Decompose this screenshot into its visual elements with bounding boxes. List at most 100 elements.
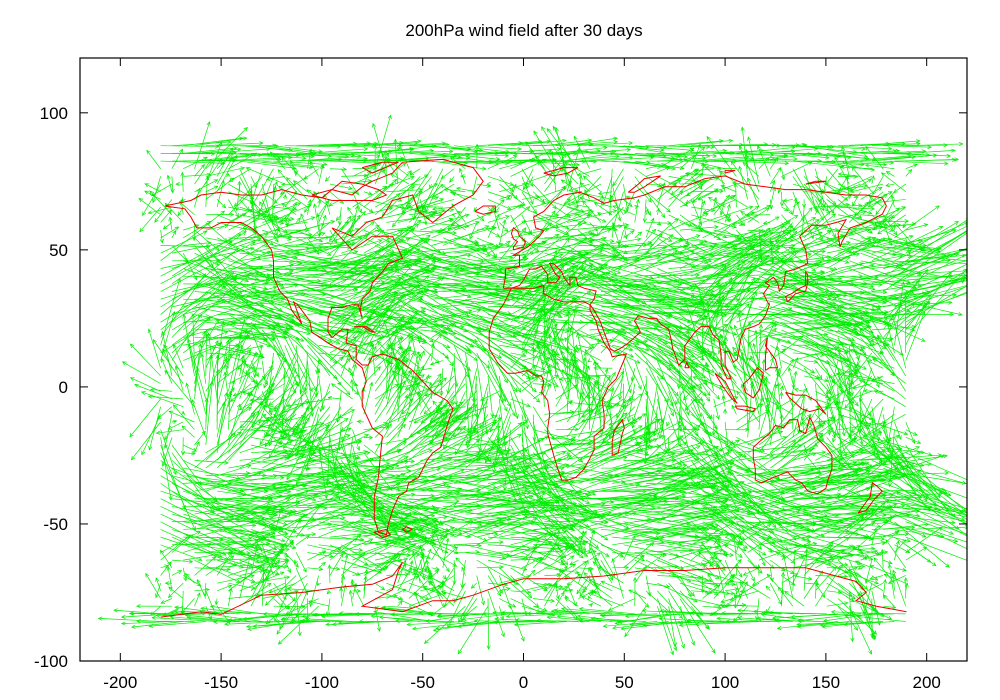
wind-vector: [600, 237, 642, 246]
wind-vector-layer: [97, 114, 967, 656]
wind-vector: [747, 268, 830, 292]
wind-vector: [272, 185, 278, 200]
wind-vector: [775, 421, 793, 430]
wind-vector: [499, 227, 527, 262]
wind-vector: [442, 537, 450, 568]
wind-vector: [634, 145, 695, 153]
wind-vector: [634, 183, 652, 203]
wind-vector: [607, 598, 635, 611]
wind-vector: [609, 194, 624, 215]
wind-vector: [569, 559, 579, 566]
wind-vector: [296, 298, 416, 331]
wind-vector: [555, 185, 566, 200]
wind-vector: [250, 222, 326, 246]
wind-vector: [300, 213, 308, 231]
wind-vector: [263, 360, 274, 389]
wind-vector: [264, 191, 286, 214]
wind-vector: [130, 421, 161, 461]
wind-vector: [826, 145, 893, 151]
wind-vector: [751, 575, 771, 586]
wind-vector: [289, 159, 297, 177]
wind-vector: [666, 421, 671, 427]
wind-vector: [269, 151, 286, 169]
wind-vector: [611, 222, 616, 238]
wind-vector: [521, 214, 533, 235]
wind-vector: [894, 567, 907, 572]
wind-vector: [281, 203, 297, 216]
wind-vector: [758, 551, 781, 561]
wind-vector: [802, 199, 807, 209]
wind-vector: [702, 205, 754, 223]
wind-vector: [146, 149, 161, 169]
wind-vector: [892, 569, 907, 607]
wind-vector: [453, 368, 459, 388]
wind-vector: [144, 183, 161, 193]
wind-vector: [893, 183, 906, 193]
wind-vector: [521, 569, 536, 584]
x-tick-label: -150: [204, 673, 238, 692]
wind-vector: [216, 179, 225, 208]
wind-vector: [713, 194, 731, 215]
wind-vector: [265, 176, 285, 181]
wind-vector: [521, 176, 534, 205]
wind-vector: [318, 163, 325, 185]
wind-vector: [792, 207, 813, 231]
wind-vector: [363, 229, 385, 246]
wind-vector: [262, 298, 358, 319]
wind-vector: [341, 260, 437, 323]
wind-vector: [171, 570, 183, 576]
wind-vector: [129, 398, 161, 438]
wind-vector: [564, 171, 579, 208]
wind-vector: [443, 583, 455, 609]
wind-vector: [521, 210, 556, 262]
wind-vector: [431, 308, 482, 323]
wind-vector: [216, 147, 233, 177]
wind-vector: [194, 147, 242, 154]
wind-vector: [870, 175, 875, 185]
wind-vector: [868, 195, 884, 208]
wind-vector: [469, 222, 478, 240]
wind-vector: [205, 268, 272, 278]
wind-vector: [883, 144, 932, 150]
wind-vector: [352, 169, 386, 185]
wind-vector: [228, 410, 260, 453]
wind-vector: [905, 272, 967, 285]
wind-vector: [183, 451, 196, 456]
wind-vector: [578, 331, 603, 338]
wind-vector: [408, 208, 446, 216]
wind-vector: [440, 168, 455, 179]
wind-vector: [645, 233, 663, 254]
wind-vector: [894, 276, 967, 308]
wind-vector: [487, 213, 500, 238]
wind-vector: [194, 187, 201, 208]
wind-vector: [566, 151, 615, 162]
wind-vector: [374, 582, 386, 591]
wind-vector: [905, 546, 928, 561]
wind-vector: [702, 429, 747, 458]
wind-vector: [510, 590, 532, 595]
wind-vector: [747, 157, 798, 162]
wind-vector: [724, 234, 845, 277]
wind-vector: [733, 182, 738, 208]
wind-vector: [725, 229, 764, 239]
wind-vector: [449, 191, 477, 200]
wind-vector: [736, 222, 744, 226]
wind-vector: [679, 138, 734, 147]
y-tick-label: 0: [59, 378, 68, 397]
wind-vector: [826, 184, 868, 193]
wind-vector: [803, 262, 864, 285]
wind-vector: [894, 540, 900, 561]
wind-vector: [713, 226, 819, 269]
wind-vector: [323, 193, 331, 215]
wind-vector: [849, 544, 864, 554]
wind-vector: [262, 287, 359, 292]
wind-vector: [216, 416, 273, 469]
wind-vector: [397, 208, 455, 223]
wind-vector: [702, 227, 771, 300]
wind-vector: [498, 219, 507, 246]
wind-vector: [216, 156, 234, 185]
wind-vector: [465, 237, 497, 259]
wind-vector: [769, 166, 782, 185]
wind-vector: [779, 391, 784, 399]
wind-vector: [573, 135, 590, 169]
